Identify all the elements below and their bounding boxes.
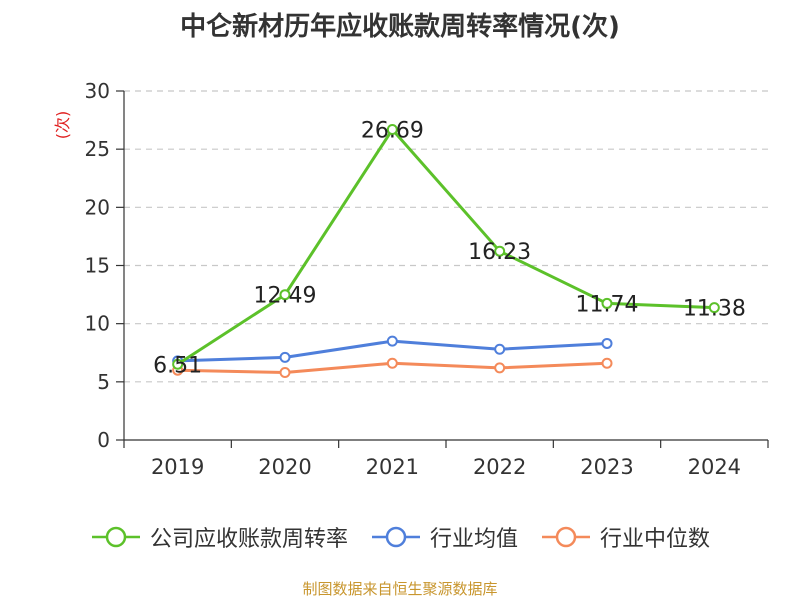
y-tick-label: 10 [85, 312, 110, 336]
legend-item-industry-median[interactable]: 行业中位数 [540, 521, 710, 553]
series-point-0-2021 [386, 124, 398, 136]
legend-item-company[interactable]: 公司应收账款周转率 [90, 521, 348, 553]
x-tick-label-2019: 2019 [151, 455, 204, 479]
x-tick-label-2023: 2023 [580, 455, 633, 479]
y-tick-label: 15 [85, 254, 110, 278]
data-label-2021: 26.69 [361, 119, 424, 144]
y-tick-label: 30 [85, 79, 110, 103]
data-label-2020: 12.49 [254, 284, 317, 309]
legend-marker-company [91, 526, 140, 548]
grid-layer [124, 90, 768, 383]
legend-label-company: 公司应收账款周转率 [149, 527, 348, 552]
series-point-2-2021 [386, 357, 398, 369]
y-axis-label: (次) [53, 111, 72, 140]
series-line-0 [176, 128, 715, 366]
data-label-2023: 11.74 [576, 292, 639, 317]
series-point-0-2023 [601, 297, 613, 309]
series-point-2-2023 [601, 357, 613, 369]
legend-marker-industry-median [542, 526, 590, 548]
series-point-1-2023 [601, 337, 613, 349]
series-layer [172, 124, 720, 379]
y-tick-label: 0 [97, 428, 110, 452]
series-point-2-2020 [279, 367, 291, 379]
axis-layer: 0 5 10 15 20 25 30 (次) 2019 2020 2021 2022 2023 2024 [53, 79, 769, 479]
series-point-1-2021 [386, 335, 398, 347]
legend-label-industry-median: 行业中位数 [600, 527, 711, 552]
series-point-0-2019 [172, 358, 184, 370]
series-point-2-2022 [494, 362, 506, 374]
legend-marker-industry-mean [371, 526, 420, 548]
x-tick-label-2020: 2020 [258, 455, 311, 479]
y-tick-label: 20 [85, 195, 110, 219]
series-point-0-2024 [708, 302, 720, 314]
legend: 公司应收账款周转率 行业均值 行业中位数 [0, 520, 800, 554]
x-tick-label-2024: 2024 [688, 455, 741, 479]
series-point-0-2022 [494, 245, 506, 257]
y-tick-label: 25 [85, 137, 110, 161]
y-tick-label: 5 [97, 370, 110, 394]
series-point-0-2020 [279, 289, 291, 301]
label-layer: 6.51 12.49 26.69 16.23 11.74 11.38 [153, 119, 746, 379]
series-point-1-2020 [279, 351, 291, 363]
legend-label-industry-mean: 行业均值 [429, 527, 518, 552]
data-label-2022: 16.23 [468, 240, 531, 265]
source-note: 制图数据来自恒生聚源数据库 [302, 580, 498, 598]
legend-item-industry-mean[interactable]: 行业均值 [370, 521, 518, 553]
chart-title: 中仑新材历年应收账款周转率情况(次) [180, 12, 620, 42]
x-tick-label-2022: 2022 [473, 455, 526, 479]
x-tick-label-2021: 2021 [366, 455, 419, 479]
series-point-1-2022 [494, 343, 506, 355]
data-label-2019: 6.51 [153, 353, 202, 378]
data-label-2024: 11.38 [683, 297, 746, 322]
